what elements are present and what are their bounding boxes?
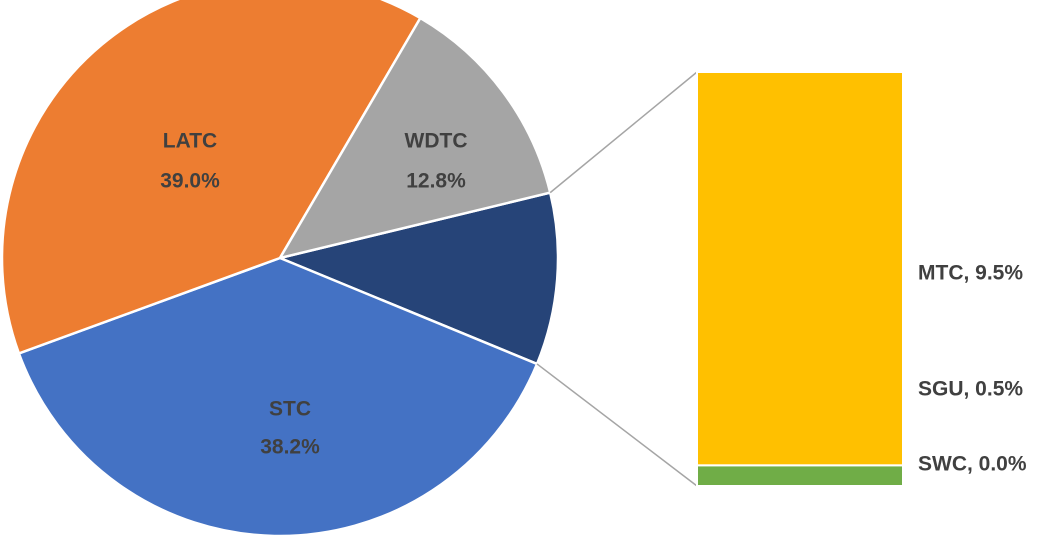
pie-slice	[277, 16, 552, 260]
connector	[536, 363, 698, 487]
slice-value: 39.0%	[160, 170, 220, 193]
slice-label: STC	[269, 398, 311, 421]
connector	[549, 71, 698, 194]
pie-slice	[17, 256, 539, 538]
bar-label: MTC, 9.5%	[918, 262, 1023, 285]
bar-segment	[696, 71, 904, 467]
slice-value: 12.8%	[406, 170, 466, 193]
slice-value: 38.2%	[260, 436, 320, 459]
bar-label: SGU, 0.5%	[918, 378, 1023, 401]
slice-label: WDTC	[405, 130, 468, 153]
bar-label: SWC, 0.0%	[918, 453, 1027, 476]
slice-label: LATC	[163, 130, 217, 153]
pie-slice-other	[275, 191, 560, 366]
pie-slice	[0, 0, 423, 356]
bar-segment	[696, 464, 904, 487]
